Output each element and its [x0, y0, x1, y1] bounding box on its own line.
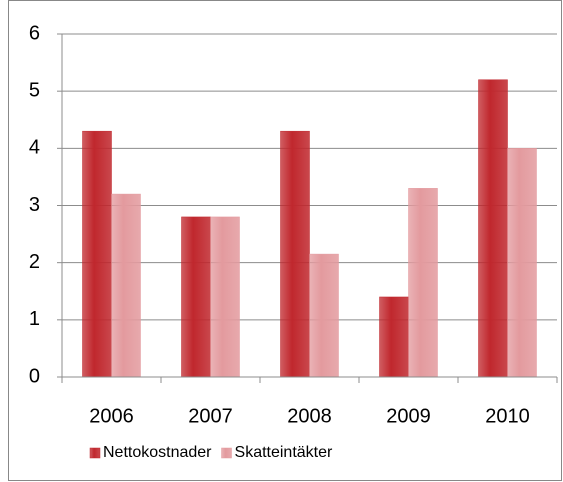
bar	[82, 130, 112, 378]
y-tick-label: 1	[29, 308, 40, 330]
y-tick-label: 0	[29, 365, 40, 387]
y-tick-label: 4	[29, 137, 40, 159]
legend-label: Skatteintäkter	[235, 444, 334, 461]
chart-frame	[8, 0, 562, 481]
x-tick-label: 2009	[386, 405, 431, 427]
bar	[309, 253, 339, 378]
bar	[210, 216, 240, 378]
bar	[111, 193, 141, 378]
y-tick-label: 2	[29, 251, 40, 273]
bar	[478, 79, 508, 378]
x-tick-label: 2008	[287, 405, 332, 427]
y-tick-label: 6	[29, 22, 40, 44]
bar	[507, 148, 537, 378]
y-tick-label: 5	[29, 79, 40, 101]
y-tick-label: 3	[29, 194, 40, 216]
bar	[181, 216, 211, 378]
legend-swatch	[89, 447, 101, 459]
legend-swatch	[221, 447, 232, 459]
bar	[280, 130, 310, 378]
x-tick-label: 2010	[485, 405, 530, 427]
x-tick-label: 2006	[89, 405, 134, 427]
bar	[379, 296, 409, 378]
bar	[408, 188, 438, 378]
x-tick-label: 2007	[188, 405, 233, 427]
legend-label: Nettokostnader	[103, 444, 212, 461]
